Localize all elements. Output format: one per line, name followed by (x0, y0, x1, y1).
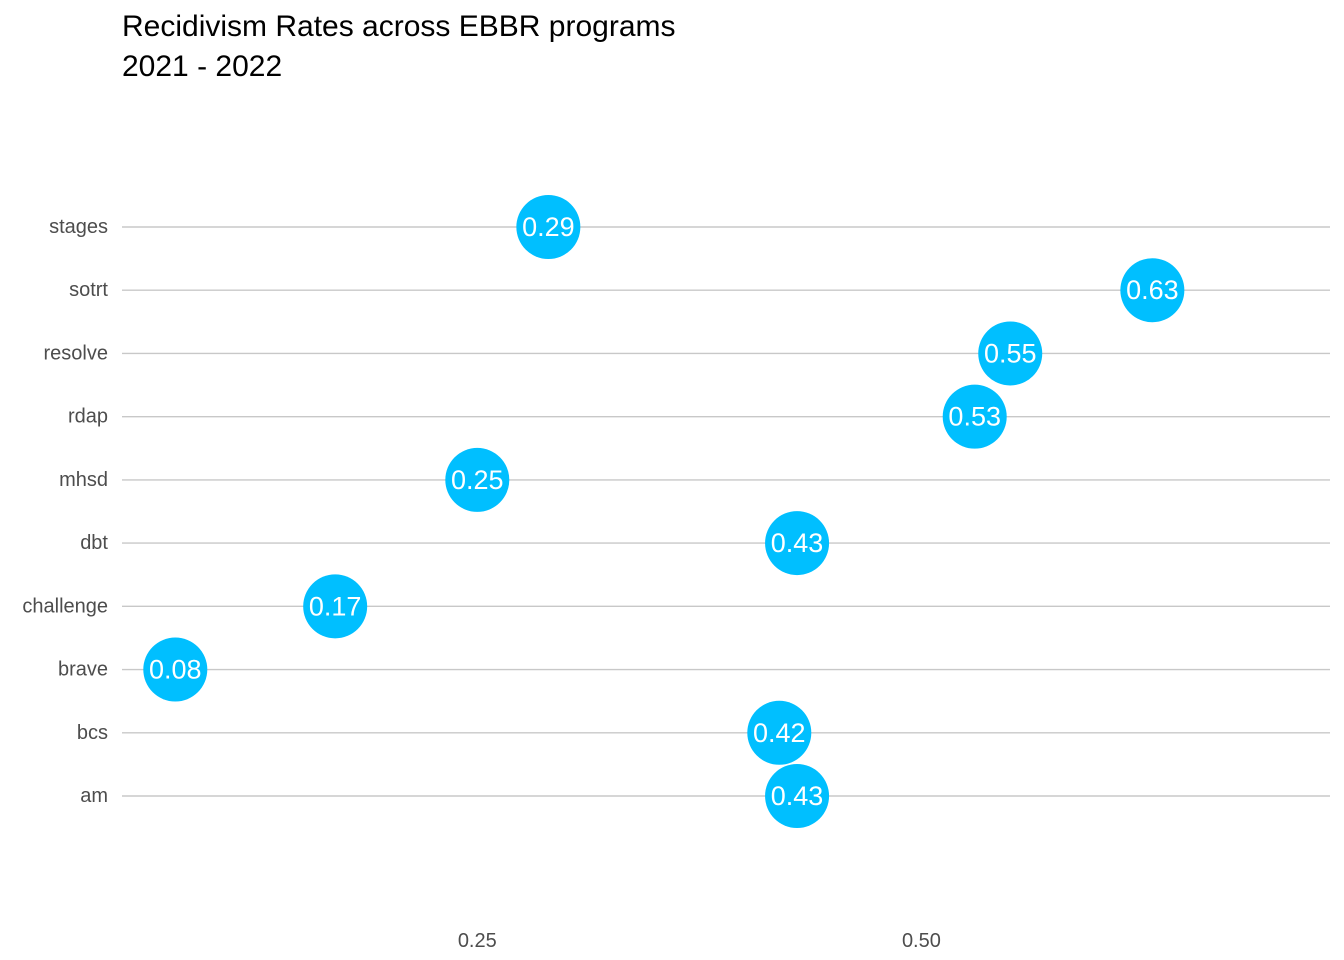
point-label-stages: 0.29 (522, 212, 575, 242)
point-rdap (942, 384, 1007, 449)
point-label-rdap: 0.53 (948, 402, 1001, 432)
x-tick-label-0.50: 0.50 (902, 930, 941, 952)
point-mhsd (445, 447, 510, 512)
point-resolve (978, 321, 1043, 386)
chart-subtitle: 2021 - 2022 (122, 50, 283, 83)
y-tick-label-rdap: rdap (68, 406, 108, 428)
point-am (765, 764, 830, 828)
point-sotrt (1120, 258, 1185, 323)
point-label-dbt: 0.43 (771, 528, 824, 558)
point-dbt (765, 511, 830, 576)
y-tick-label-brave: brave (58, 659, 108, 681)
point-label-am: 0.43 (771, 781, 824, 811)
y-tick-label-sotrt: sotrt (69, 279, 108, 301)
point-stages (516, 195, 581, 259)
y-tick-label-mhsd: mhsd (59, 469, 108, 491)
point-challenge (303, 574, 368, 639)
point-label-sotrt: 0.63 (1126, 275, 1179, 305)
point-label-challenge: 0.17 (309, 591, 362, 621)
y-tick-label-stages: stages (49, 216, 108, 238)
point-label-resolve: 0.55 (984, 338, 1037, 368)
y-tick-label-am: am (80, 785, 108, 807)
point-label-bcs: 0.42 (753, 718, 806, 748)
y-tick-label-bcs: bcs (77, 722, 108, 744)
point-bcs (747, 700, 812, 765)
y-tick-label-resolve: resolve (44, 342, 108, 364)
point-label-brave: 0.08 (149, 655, 202, 685)
x-tick-label-0.25: 0.25 (458, 930, 497, 952)
chart-title: Recidivism Rates across EBBR programs (122, 10, 676, 43)
y-tick-label-dbt: dbt (80, 532, 108, 554)
y-tick-label-challenge: challenge (22, 595, 108, 617)
point-label-mhsd: 0.25 (451, 465, 504, 495)
point-brave (143, 637, 208, 702)
